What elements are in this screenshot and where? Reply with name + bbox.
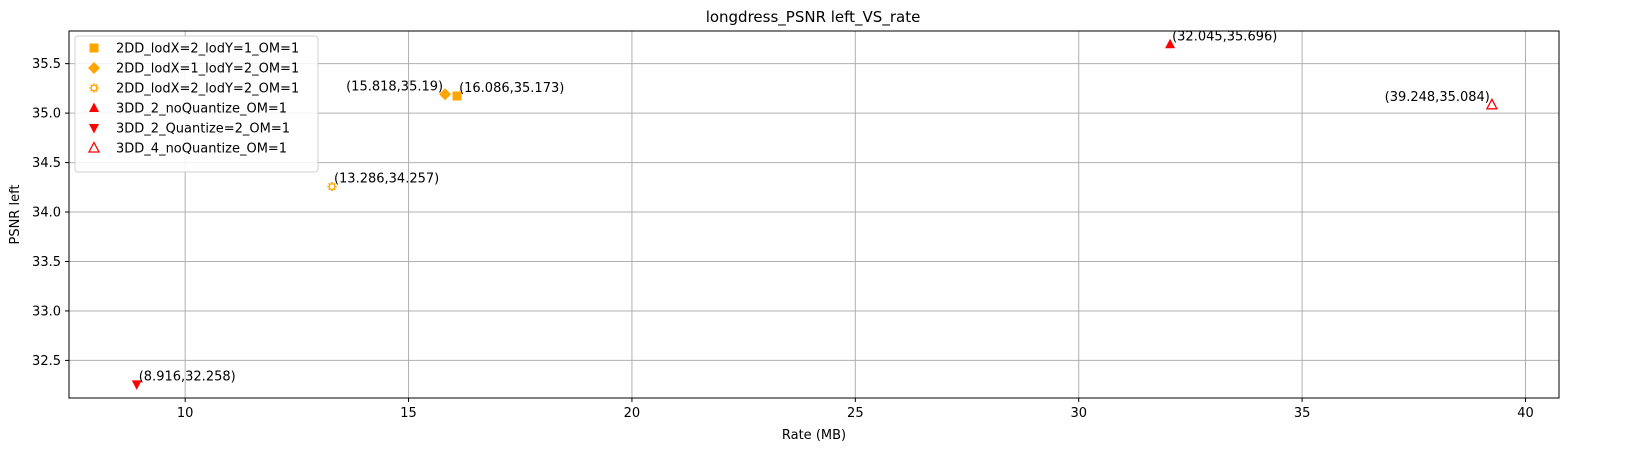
data-label: (39.248,35.084) xyxy=(1385,90,1490,105)
data-labels: (16.086,35.173) (15.818,35.19) (13.286,34.… xyxy=(139,29,1490,384)
data-label: (16.086,35.173) xyxy=(459,81,564,96)
data-points xyxy=(131,38,1498,390)
legend-entry: 2DD_lodX=2_lodY=2_OM=1 xyxy=(116,82,299,97)
data-point xyxy=(452,91,462,101)
legend-marker xyxy=(89,124,99,134)
legend-entry: 2DD_lodX=1_lodY=2_OM=1 xyxy=(116,62,299,77)
x-tick-label: 15 xyxy=(400,406,417,421)
legend-marker xyxy=(89,83,99,93)
data-point xyxy=(1485,97,1498,110)
y-tick-label: 32.5 xyxy=(32,354,61,369)
chart-title: longdress_PSNR left_VS_rate xyxy=(706,8,921,27)
data-point xyxy=(327,182,337,192)
y-tick-label: 35.0 xyxy=(32,107,61,122)
data-point xyxy=(131,380,142,390)
legend-entry: 3DD_2_noQuantize_OM=1 xyxy=(116,102,287,117)
y-axis-label: PSNR left xyxy=(8,184,23,244)
y-tick-label: 34.0 xyxy=(32,206,61,221)
axis-ticks: 10 15 20 25 30 35 40 32.5 33.0 33.5 34.0 34.5 35.0 35… xyxy=(32,57,1534,421)
legend-entry: 2DD_lodX=2_lodY=1_OM=1 xyxy=(116,42,299,57)
legend-marker xyxy=(87,141,101,153)
x-tick-label: 10 xyxy=(177,406,194,421)
data-label: (15.818,35.19) xyxy=(346,79,443,94)
gear-hub xyxy=(90,84,98,92)
legend-entry: 3DD_2_Quantize=2_OM=1 xyxy=(116,122,290,137)
data-label: (32.045,35.696) xyxy=(1172,29,1277,44)
legend-marker xyxy=(89,102,99,112)
x-tick-label: 35 xyxy=(1294,406,1311,421)
x-tick-label: 30 xyxy=(1070,406,1087,421)
y-tick-label: 34.5 xyxy=(32,156,61,171)
data-label: (13.286,34.257) xyxy=(334,172,439,187)
data-point xyxy=(439,88,452,101)
data-label: (8.916,32.258) xyxy=(139,369,236,384)
y-tick-label: 33.5 xyxy=(32,255,61,270)
gear-hub xyxy=(328,183,336,191)
x-axis-label: Rate (MB) xyxy=(782,428,846,443)
x-tick-label: 20 xyxy=(624,406,641,421)
legend-marker xyxy=(88,62,100,74)
data-point xyxy=(1165,38,1176,49)
x-tick-label: 40 xyxy=(1517,406,1534,421)
plot-frame xyxy=(68,30,1560,399)
legend: 2DD_lodX=2_lodY=1_OM=1 2DD_lodX=1_lodY=2_… xyxy=(74,35,319,173)
legend-marker xyxy=(89,43,99,53)
legend-entry: 3DD_4_noQuantize_OM=1 xyxy=(116,142,287,157)
legend-box xyxy=(74,35,319,173)
x-tick-label: 25 xyxy=(847,406,864,421)
y-tick-label: 33.0 xyxy=(32,304,61,319)
y-tick-label: 35.5 xyxy=(32,57,61,72)
